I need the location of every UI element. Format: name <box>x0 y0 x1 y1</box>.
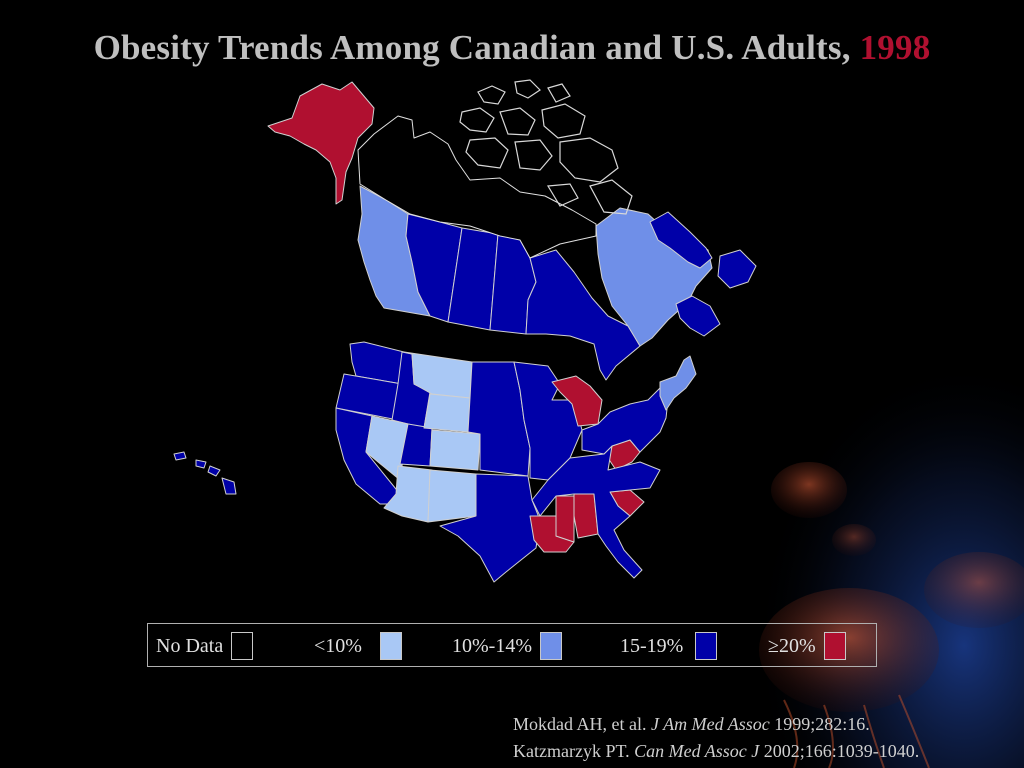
legend-label: No Data <box>156 634 224 657</box>
region-wyoming <box>423 393 471 433</box>
title-main: Obesity Trends Among Canadian and U.S. A… <box>93 28 851 67</box>
legend-label: <10% <box>314 634 362 657</box>
region-newfoundland <box>649 211 757 289</box>
citation-2: Katzmarzyk PT. Can Med Assoc J 2002;166:… <box>513 741 920 761</box>
legend-item-no-data: No Data <box>156 631 254 661</box>
region-ontario <box>525 249 641 381</box>
title-year: 1998 <box>859 28 931 67</box>
legend-item-lt10: <10% <box>314 631 402 661</box>
legend-item-10-14: 10%-14% <box>452 631 562 661</box>
region-texas <box>439 473 541 583</box>
region-maritimes <box>675 295 721 337</box>
legend-swatch <box>695 632 718 660</box>
legend-label: 15-19% <box>620 634 684 657</box>
page-title: Obesity Trends Among Canadian and U.S. A… <box>0 28 1024 68</box>
region-alaska <box>267 81 375 205</box>
legend-item-15-19: 15-19% <box>620 631 718 661</box>
legend-item-ge20: ≥20% <box>768 631 846 661</box>
legend-label: ≥20% <box>768 634 816 657</box>
legend-label: 10%-14% <box>452 634 532 657</box>
region-new-mexico <box>427 469 477 523</box>
legend-swatch <box>539 632 562 660</box>
legend-swatch <box>823 632 846 660</box>
region-southeast <box>531 445 661 579</box>
region-northeast <box>581 387 669 455</box>
region-northern-territories <box>357 115 597 259</box>
citations: Mokdad AH, et al. J Am Med Assoc 1999;28… <box>513 711 919 765</box>
region-hawaii <box>173 451 237 495</box>
citation-1: Mokdad AH, et al. J Am Med Assoc 1999;28… <box>513 714 870 734</box>
region-new-england <box>659 355 697 411</box>
arctic-islands <box>459 79 633 215</box>
region-mississippi <box>555 495 575 543</box>
legend-swatch <box>379 632 402 660</box>
map-legend: No Data <10% 10%-14% 15-19% ≥20% <box>147 623 877 667</box>
legend-swatch <box>231 632 254 660</box>
region-colorado <box>429 429 481 471</box>
region-alberta <box>405 213 463 323</box>
